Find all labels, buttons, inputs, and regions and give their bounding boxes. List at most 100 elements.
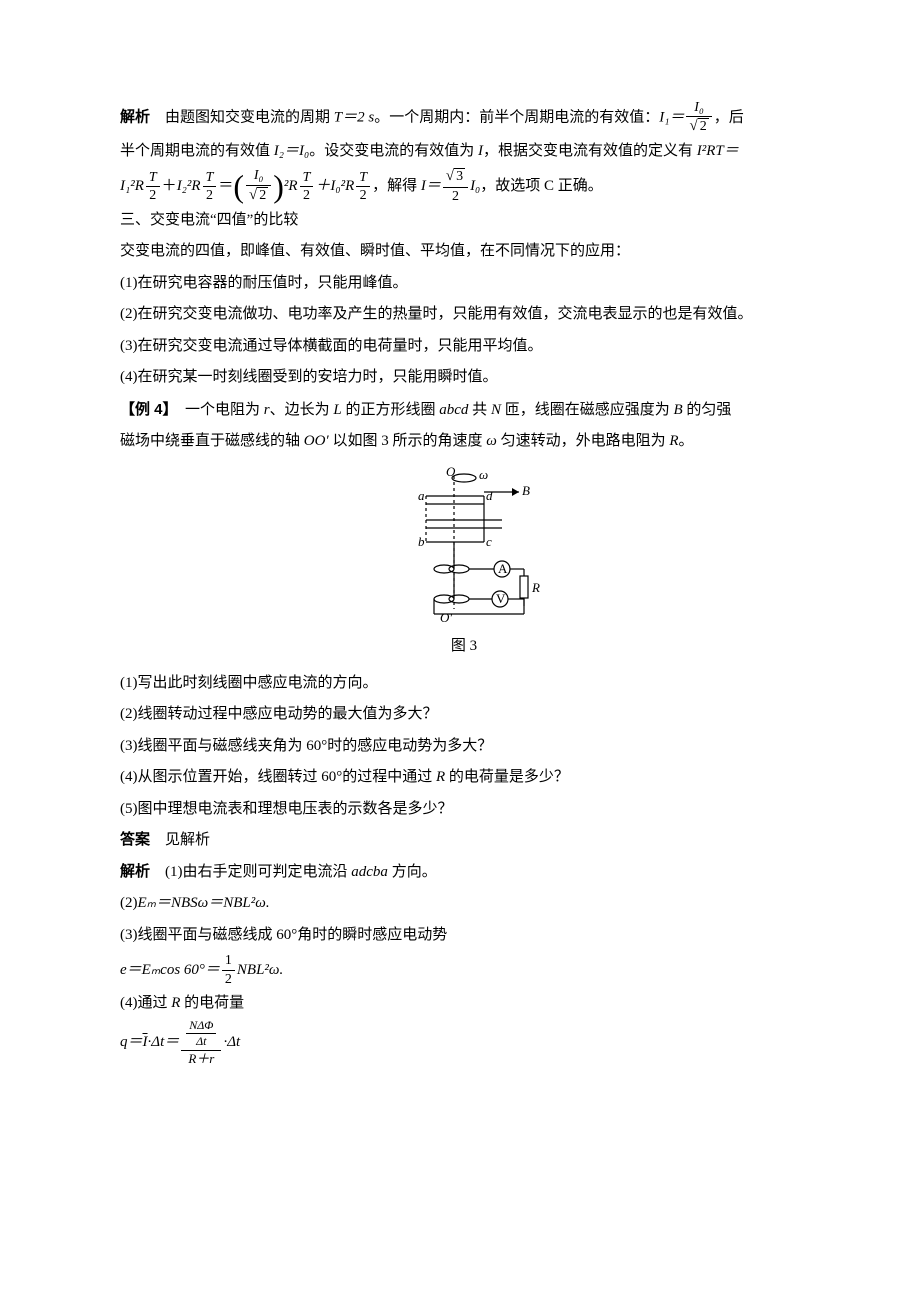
t: 。 xyxy=(679,433,694,449)
plus2: ＋I₀²R xyxy=(315,178,354,194)
section-3-intro: 交变电流的四值，即峰值、有效值、瞬时值、平均值，在不同情况下的应用： xyxy=(120,236,808,268)
ex4-q5: (5)图中理想电流表和理想电压表的示数各是多少？ xyxy=(120,794,808,826)
frac-I1: I₀2 xyxy=(684,100,713,136)
num: T xyxy=(203,170,217,187)
ex4-q4: (4)从图示位置开始，线圈转过 60°的过程中通过 R 的电荷量是多少？ xyxy=(120,762,808,794)
den: R＋r xyxy=(181,1051,221,1066)
eq-rhs: I²RT＝ xyxy=(697,143,739,159)
answer-body: 见解析 xyxy=(150,832,210,848)
R: R xyxy=(436,769,445,785)
paren-close: ) xyxy=(273,172,284,201)
num: NΔΦ xyxy=(186,1019,216,1034)
analysis-para-1: 解析 由题图知交变电流的周期 T＝2 s。一个周期内：前半个周期电流的有效值：I… xyxy=(120,100,808,136)
OO: OO′ xyxy=(304,433,329,449)
label-R: R xyxy=(531,580,540,595)
q-eq-c: ·Δt xyxy=(223,1034,240,1050)
ex4-sol-1: 解析 (1)由右手定则可判定电流沿 adcba 方向。 xyxy=(120,857,808,889)
den: 2 xyxy=(300,187,314,203)
label-c: c xyxy=(486,534,492,549)
t: 方向。 xyxy=(388,864,437,880)
Em-eq: Eₘ＝NBSω＝NBL²ω. xyxy=(138,895,270,911)
den: 2 xyxy=(222,971,235,987)
text: 由题图知交变电流的周期 xyxy=(150,110,334,126)
frac-half: 12 xyxy=(220,953,237,987)
num: T xyxy=(300,170,314,187)
rad: 2 xyxy=(257,187,268,205)
e-eq-b: NBL²ω. xyxy=(237,962,283,978)
t: 一个电阻为 xyxy=(170,402,264,418)
section-3-p2: (2)在研究交变电流做功、电功率及产生的热量时，只能用有效值，交流电表显示的也是… xyxy=(120,299,808,331)
label-Oprime: O′ xyxy=(440,610,452,625)
ex4-q-eq: q＝I·Δt＝ NΔΦ Δt R＋r ·Δt xyxy=(120,1019,808,1066)
analysis-para-2: 半个周期电流的有效值 I₂＝I₀。设交变电流的有效值为 I，根据交变电流有效值的… xyxy=(120,136,808,168)
eq-I1-lhs: I₁＝ xyxy=(659,110,684,126)
t: 匝，线圈在磁感应强度为 xyxy=(501,402,674,418)
frac-top: NΔΦ Δt xyxy=(184,1019,218,1048)
example-4-line1: 【例 4】 一个电阻为 r、边长为 L 的正方形线圈 abcd 共 N 匝，线圈… xyxy=(120,394,808,427)
frac-nested: NΔΦ Δt R＋r xyxy=(179,1019,223,1066)
sqrt: 2 xyxy=(249,187,268,205)
frac-paren: I₀2 xyxy=(244,168,273,204)
rad: 2 xyxy=(698,118,709,136)
num: T xyxy=(146,170,160,187)
figure-3-caption: 图 3 xyxy=(120,634,808,658)
den: 2 xyxy=(443,188,468,204)
I0: I₀ xyxy=(470,178,480,194)
q-eq-b: ·Δt＝ xyxy=(148,1034,180,1050)
label-b: b xyxy=(418,534,425,549)
omega: ω xyxy=(486,433,497,449)
sqrt: 3 xyxy=(446,168,465,186)
t: 的电荷量是多少？ xyxy=(445,769,569,785)
section-3-p1: (1)在研究电容器的耐压值时，只能用峰值。 xyxy=(120,268,808,300)
section-3-p3: (3)在研究交变电流通过导体横截面的电荷量时，只能用平均值。 xyxy=(120,331,808,363)
dir: adcba xyxy=(351,864,388,880)
sq: ²R xyxy=(284,178,298,194)
section-3-p4: (4)在研究某一时刻线圈受到的安培力时，只能用瞬时值。 xyxy=(120,362,808,394)
frac-T2-2: T2 xyxy=(201,170,219,204)
answer-label: 答案 xyxy=(120,832,150,848)
t: 匀速转动，外电路电阻为 xyxy=(497,433,670,449)
t: 磁场中绕垂直于磁感线的轴 xyxy=(120,433,304,449)
frac-T2-1: T2 xyxy=(144,170,162,204)
t: 的正方形线圈 xyxy=(342,402,440,418)
t: (4)通过 xyxy=(120,995,171,1011)
den: 2 xyxy=(203,187,217,203)
term2: I₂²R xyxy=(177,178,201,194)
I-eq: I＝ xyxy=(421,178,441,194)
t: 共 xyxy=(468,402,491,418)
num: T xyxy=(356,170,370,187)
ex4-q2: (2)线圈转动过程中感应电动势的最大值为多大？ xyxy=(120,699,808,731)
solve: ，解得 xyxy=(372,178,421,194)
term1: I₁²R xyxy=(120,178,144,194)
abcd: abcd xyxy=(439,402,468,418)
label-d: d xyxy=(486,488,493,503)
label-a: a xyxy=(418,488,425,503)
t: 以如图 3 所示的角速度 xyxy=(329,433,487,449)
section-3-heading: 三、交变电流“四值”的比较 xyxy=(120,205,808,237)
ex4-sol-3-eq: e＝Eₘcos 60°＝12NBL²ω. xyxy=(120,951,808,988)
plus: ＋ xyxy=(162,178,177,194)
label-O: O xyxy=(446,464,456,479)
ex4-sol-3: (3)线圈平面与磁感线成 60°角时的瞬时感应电动势 xyxy=(120,920,808,952)
ex4-q3: (3)线圈平面与磁感线夹角为 60°时的感应电动势为多大？ xyxy=(120,731,808,763)
ex4-answer: 答案 见解析 xyxy=(120,825,808,857)
t: 、边长为 xyxy=(270,402,334,418)
q-eq-a: q＝ xyxy=(120,1034,143,1050)
R: R xyxy=(669,433,678,449)
ex4-sol-2: (2)Eₘ＝NBSω＝NBL²ω. xyxy=(120,888,808,920)
frac-T2-4: T2 xyxy=(354,170,372,204)
text: 。一个周期内：前半个周期电流的有效值： xyxy=(374,110,659,126)
text: ，后 xyxy=(714,110,744,126)
text: 半个周期电流的有效值 xyxy=(120,143,274,159)
frac-r3: 32 xyxy=(441,168,470,204)
period: T＝2 s xyxy=(334,110,374,126)
num: 1 xyxy=(222,953,235,970)
sqrt: 2 xyxy=(689,118,708,136)
analysis-para-3: I₁²RT2＋I₂²RT2＝(I₀2)²RT2＋I₀²RT2，解得 I＝32I₀… xyxy=(120,168,808,205)
paren-open: ( xyxy=(233,172,244,201)
B: B xyxy=(673,402,682,418)
label-omega: ω xyxy=(479,467,488,482)
t: (1)由右手定则可判定电流沿 xyxy=(150,864,351,880)
N: N xyxy=(491,402,501,418)
example-tag: 【例 4】 xyxy=(120,401,170,418)
